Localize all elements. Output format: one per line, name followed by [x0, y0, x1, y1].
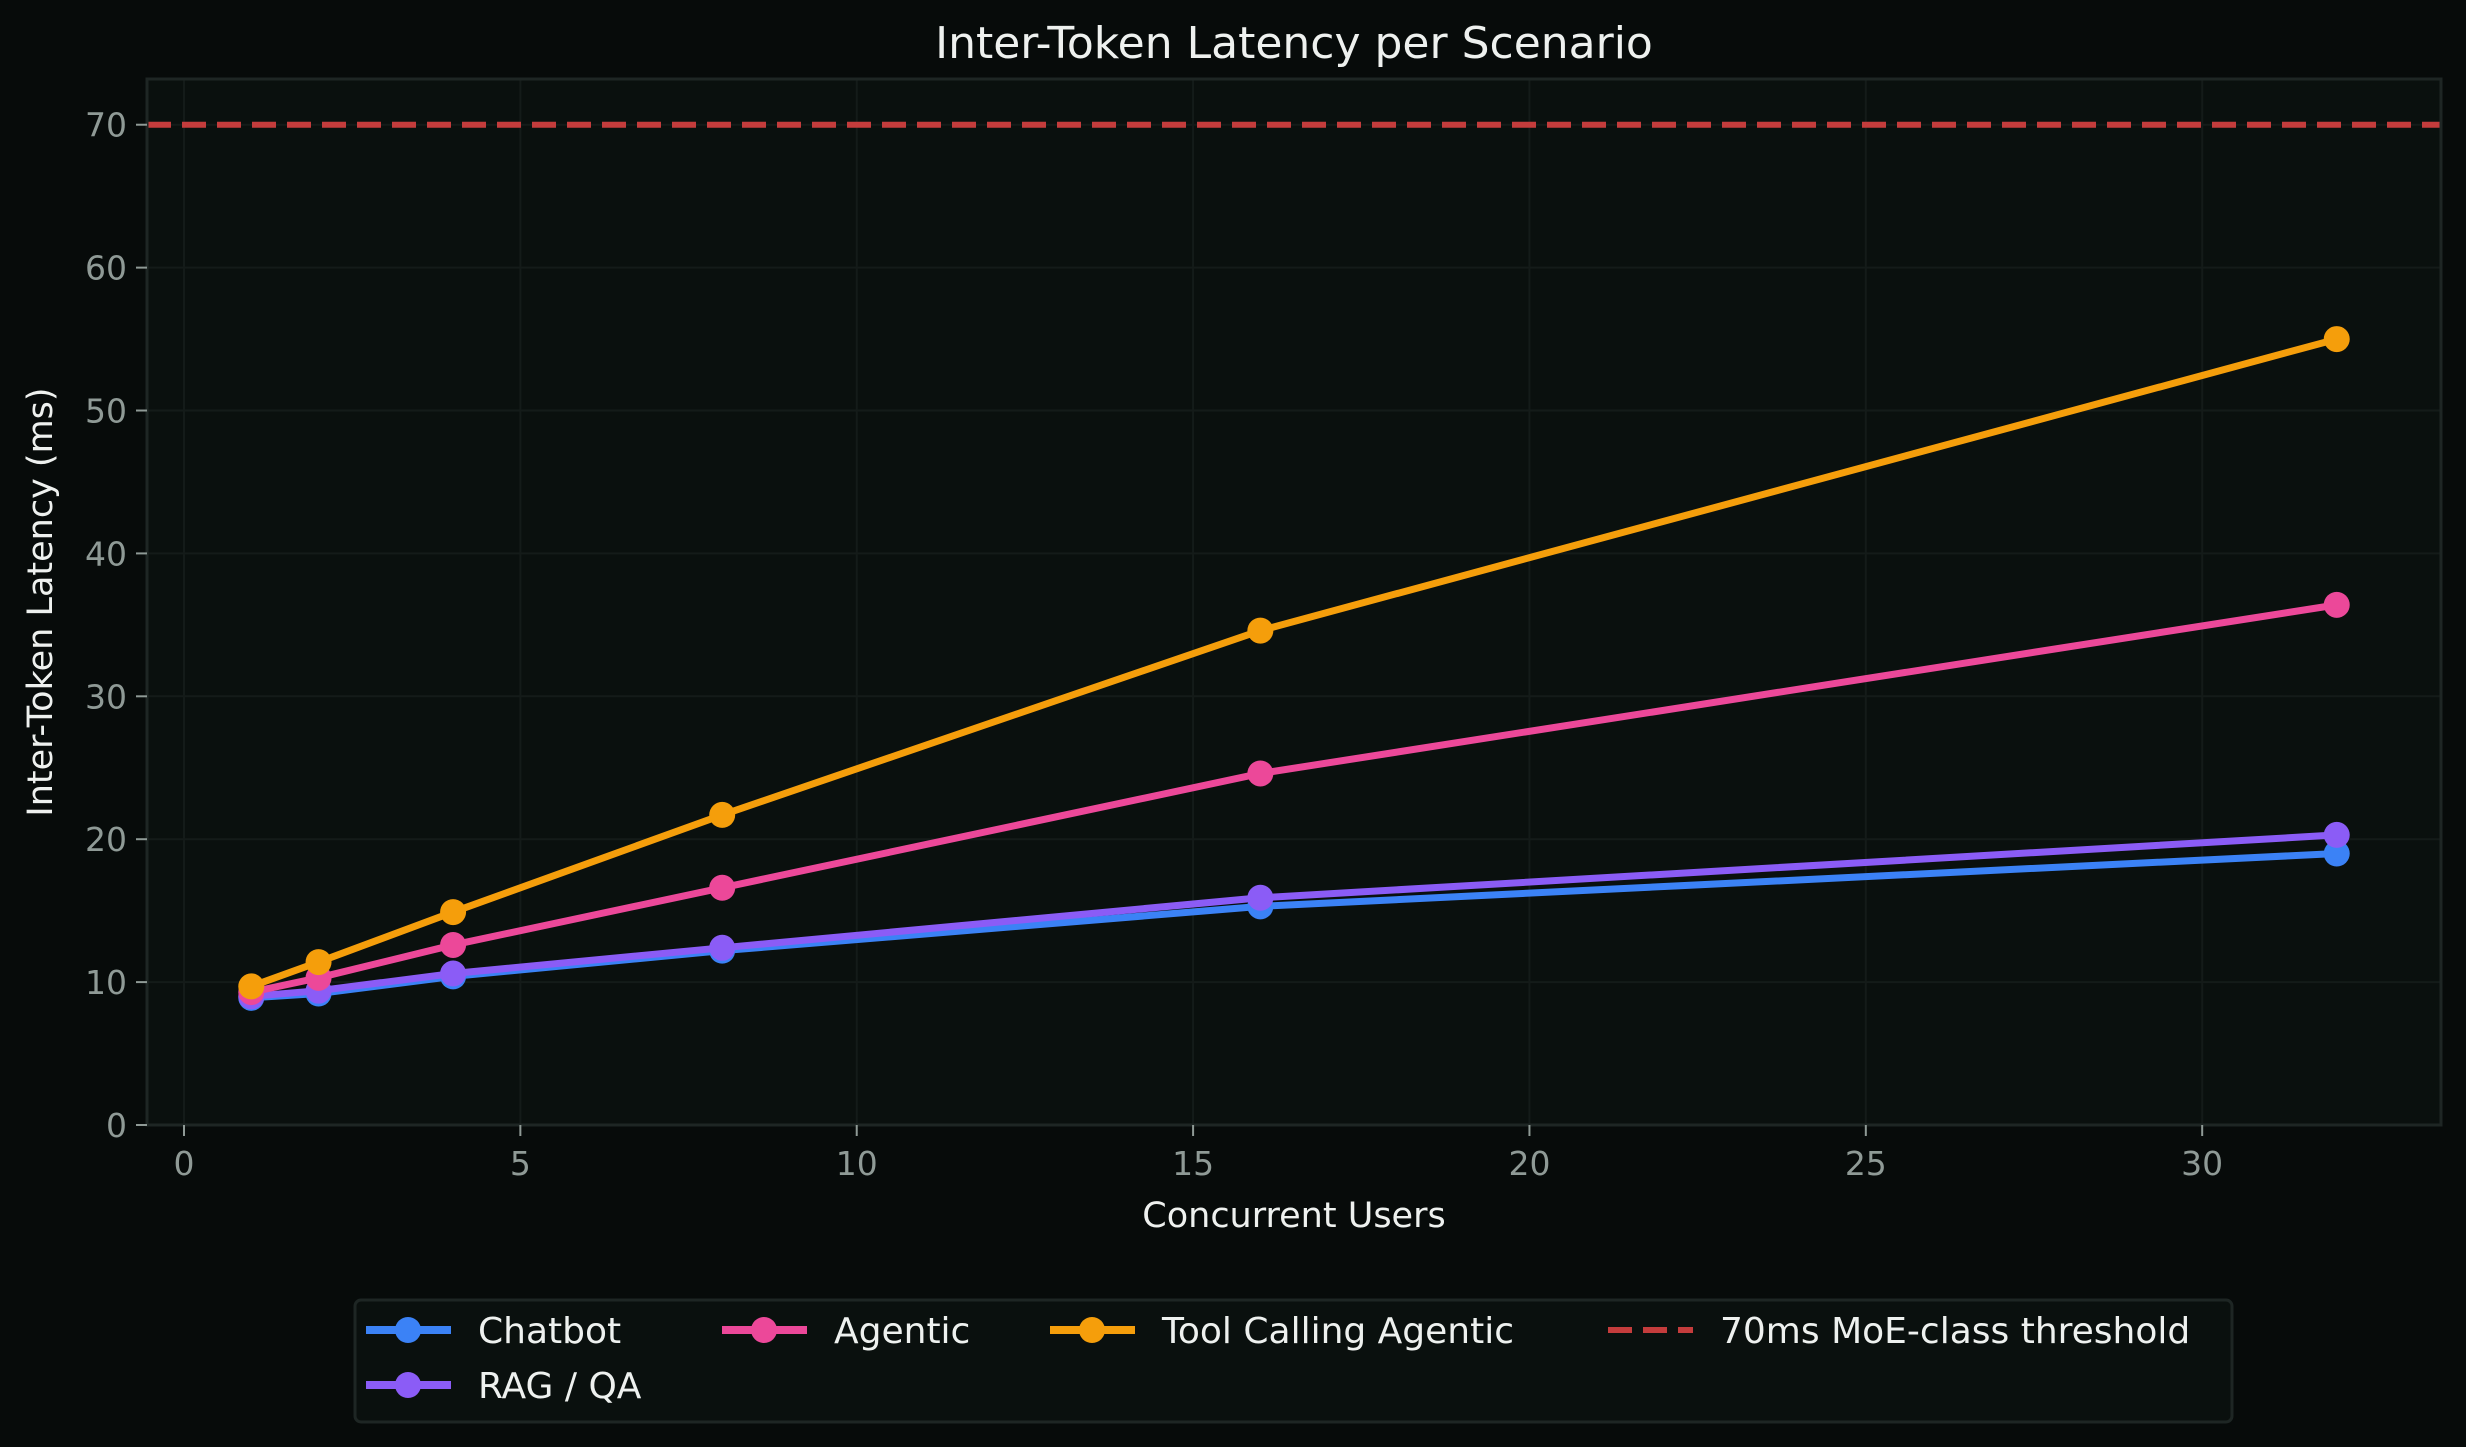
x-tick-label: 30 [2181, 1144, 2223, 1183]
data-point-marker [709, 874, 736, 901]
data-point-marker [1247, 617, 1274, 644]
x-tick-label: 20 [1508, 1144, 1550, 1183]
data-point-marker [2323, 326, 2350, 353]
x-tick-label: 5 [510, 1144, 531, 1183]
legend-label: RAG / QA [478, 1366, 642, 1407]
y-tick-label: 10 [85, 963, 127, 1002]
y-tick-label: 70 [85, 106, 127, 145]
data-point-marker [2323, 840, 2350, 867]
legend-box [353, 1298, 2234, 1424]
data-series [238, 326, 2350, 1011]
legend-label: Agentic [834, 1311, 970, 1352]
y-tick-label: 20 [85, 820, 127, 859]
x-tick-label: 15 [1172, 1144, 1214, 1183]
x-tick-label: 25 [1845, 1144, 1887, 1183]
y-tick-label: 40 [85, 534, 127, 573]
data-point-marker [709, 801, 736, 828]
data-point-marker [440, 960, 467, 987]
legend-marker-swatch [1079, 1317, 1105, 1343]
plot-area: 0 5 10 15 20 25 30 0 10 20 30 40 50 60 70 [85, 77, 2443, 1183]
legend-item: Chatbot [366, 1311, 621, 1352]
data-point-marker [2323, 821, 2350, 848]
x-axis-label: Concurrent Users [1142, 1196, 1445, 1236]
legend-label: Tool Calling Agentic [1161, 1311, 1514, 1352]
legend-item: Tool Calling Agentic [1050, 1311, 1514, 1352]
y-tick-label: 60 [85, 249, 127, 288]
legend-item: Agentic [722, 1311, 970, 1352]
axes-frame [145, 77, 2443, 1127]
data-point-marker [440, 899, 467, 926]
legend-marker-swatch [751, 1317, 777, 1343]
x-tick-label: 10 [836, 1144, 878, 1183]
data-point-marker [709, 934, 736, 961]
series-tool-calling-agentic [238, 326, 2350, 1000]
data-point-marker [1247, 760, 1274, 787]
chart-title: Inter-Token Latency per Scenario [935, 18, 1653, 69]
legend-label: Chatbot [478, 1311, 621, 1352]
data-point-marker [2323, 591, 2350, 618]
data-point-marker [305, 949, 332, 976]
y-tick-label: 50 [85, 392, 127, 431]
data-point-marker [238, 973, 265, 1000]
legend-marker-swatch [395, 1372, 421, 1398]
legend-item: 70ms MoE-class threshold [1608, 1311, 2190, 1352]
legend-label: 70ms MoE-class threshold [1720, 1311, 2190, 1352]
axes-background [147, 79, 2441, 1125]
x-axis-ticks: 0 5 10 15 20 25 30 [174, 1125, 2223, 1183]
data-point-marker [440, 931, 467, 958]
legend-marker-swatch [395, 1317, 421, 1343]
y-axis-ticks: 0 10 20 30 40 50 60 70 [85, 106, 147, 1145]
y-tick-label: 0 [106, 1106, 127, 1145]
y-axis-label: Inter-Token Latency (ms) [21, 387, 61, 816]
x-tick-label: 0 [174, 1144, 195, 1183]
legend-item: RAG / QA [366, 1366, 642, 1407]
legend: Chatbot RAG / QA Agentic Tool Calling Agent… [353, 1298, 2234, 1424]
data-point-marker [1247, 884, 1274, 911]
y-tick-label: 30 [85, 677, 127, 716]
